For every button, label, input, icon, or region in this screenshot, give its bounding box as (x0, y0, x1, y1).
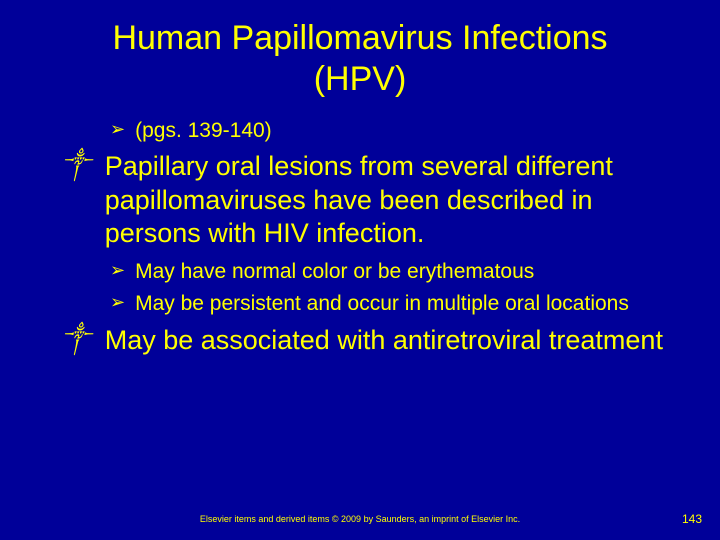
sub-item-3: ➢ May be persistent and occur in multipl… (110, 291, 680, 317)
arrow-icon: ➢ (110, 118, 125, 141)
main-text-1: Papillary oral lesions from several diff… (105, 150, 680, 251)
slide-content: ➢ (pgs. 139-140) ༒ Papillary oral lesion… (0, 100, 720, 358)
swirl-icon: ༒ (62, 150, 91, 179)
sub-text-3: May be persistent and occur in multiple … (135, 291, 629, 317)
arrow-icon: ➢ (110, 259, 125, 282)
main-text-2: May be associated with antiretroviral tr… (105, 324, 663, 358)
footer-copyright: Elsevier items and derived items © 2009 … (0, 514, 720, 524)
title-line2: (HPV) (314, 60, 407, 98)
title-line1: Human Papillomavirus Infections (112, 19, 607, 57)
sub-text-1: (pgs. 139-140) (135, 118, 272, 144)
page-number: 143 (682, 512, 702, 526)
slide-title: Human Papillomavirus Infections (HPV) (0, 0, 720, 100)
swirl-icon: ༒ (62, 324, 91, 353)
arrow-icon: ➢ (110, 291, 125, 314)
sub-item-2: ➢ May have normal color or be erythemato… (110, 259, 680, 285)
sub-item-1: ➢ (pgs. 139-140) (110, 118, 680, 144)
main-item-1: ༒ Papillary oral lesions from several di… (62, 150, 680, 251)
sub-text-2: May have normal color or be erythematous (135, 259, 534, 285)
main-item-2: ༒ May be associated with antiretroviral … (62, 324, 680, 358)
